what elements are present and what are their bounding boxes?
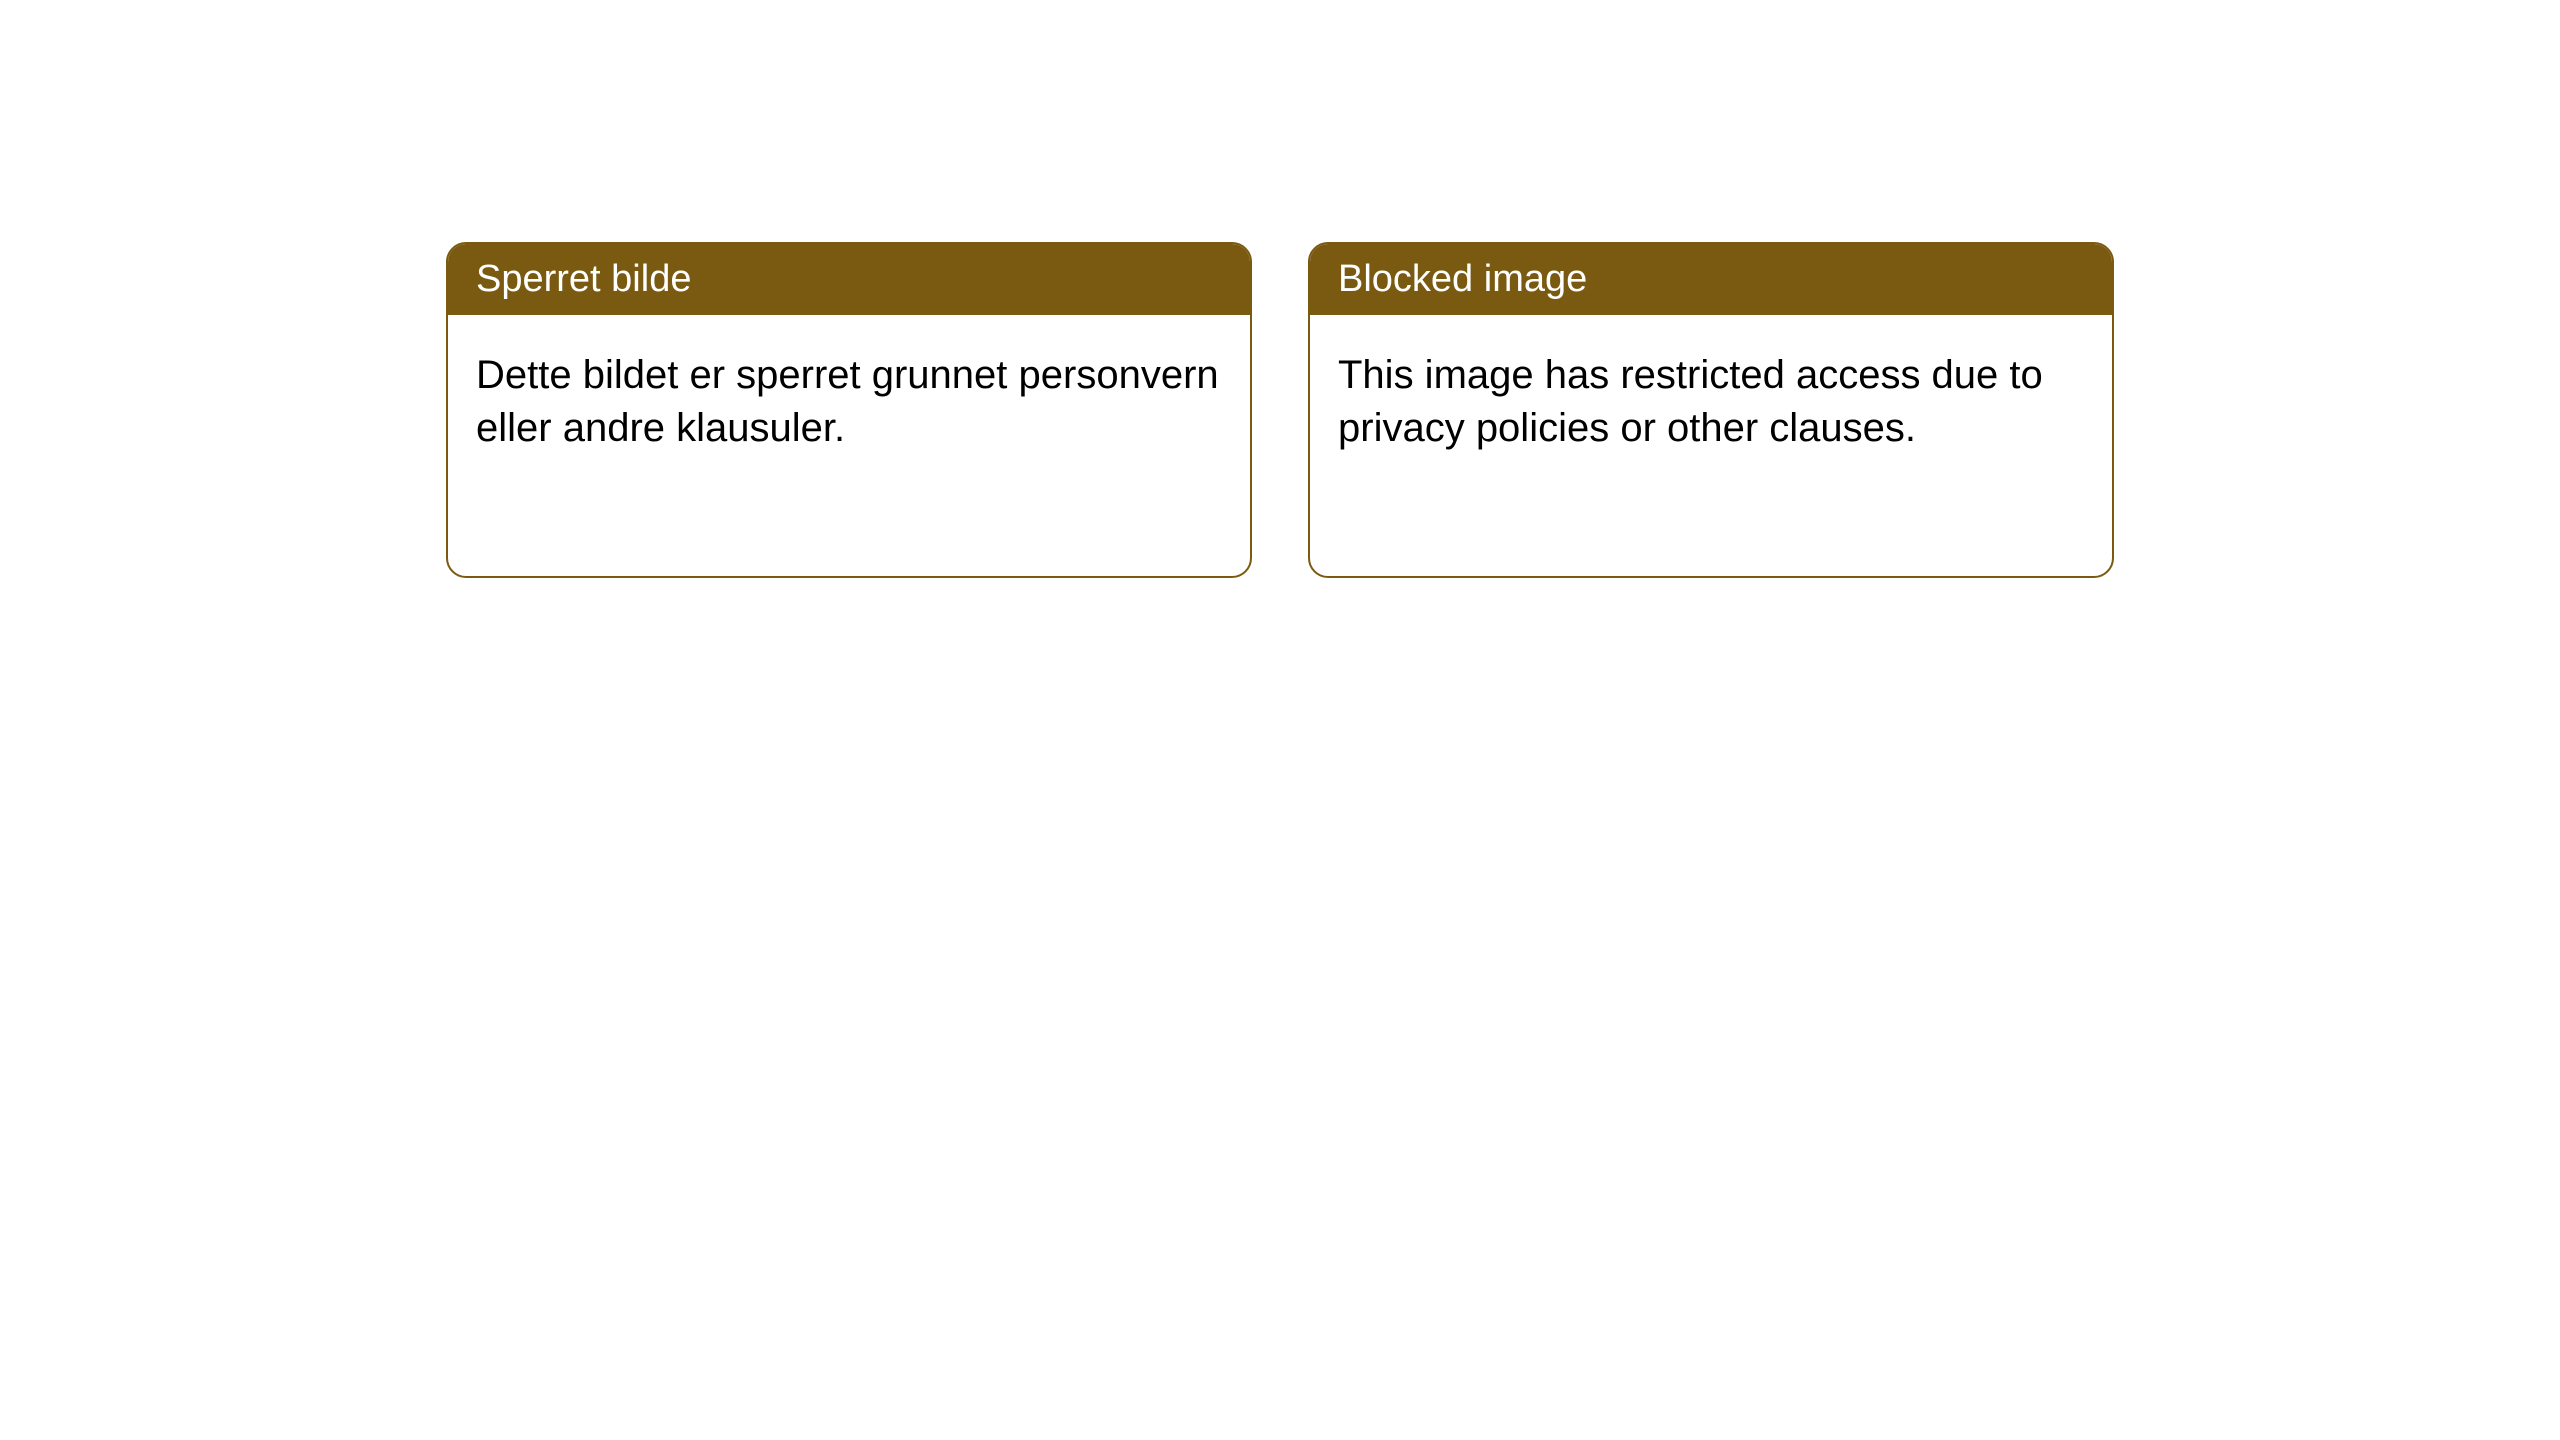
notice-card-norwegian: Sperret bilde Dette bildet er sperret gr… <box>446 242 1252 578</box>
card-body-text: This image has restricted access due to … <box>1338 353 2043 450</box>
card-header-text: Sperret bilde <box>476 258 691 300</box>
card-body: This image has restricted access due to … <box>1310 315 2112 489</box>
card-body-text: Dette bildet er sperret grunnet personve… <box>476 353 1219 450</box>
card-header: Sperret bilde <box>448 244 1250 315</box>
card-body: Dette bildet er sperret grunnet personve… <box>448 315 1250 489</box>
card-header-text: Blocked image <box>1338 258 1587 300</box>
notice-card-english: Blocked image This image has restricted … <box>1308 242 2114 578</box>
notice-cards-container: Sperret bilde Dette bildet er sperret gr… <box>446 242 2114 578</box>
card-header: Blocked image <box>1310 244 2112 315</box>
